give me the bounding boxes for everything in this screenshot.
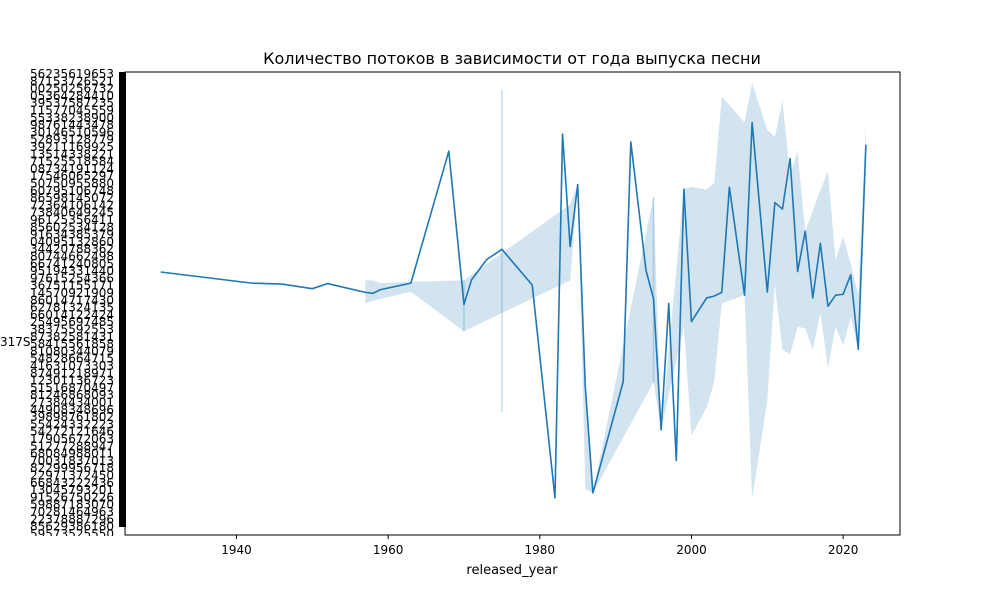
y-tick-label: 44908348696 [30,403,114,417]
y-tick-label: 70281464963 [30,505,114,519]
y-tick-label: 36751155171 [30,279,114,293]
y-tick-label: 30146510596 [30,125,114,139]
x-tick-label: 2020 [828,543,859,557]
y-tick-label: 39537587235 [30,96,114,110]
y-tick-label: 62781324135 [30,301,114,315]
y-tick-label: 41631073303 [30,359,114,373]
y-tick-label: 87382581431 [30,330,114,344]
y-tick-label: 59887183070 [30,498,114,512]
y-tick-label: 51277288947 [30,439,114,453]
y-tick-label: 59573525550 [30,527,114,541]
y-tick-label: 11577045559 [30,104,114,118]
y-tick-label: 81246868093 [30,388,114,402]
series-line [160,121,867,499]
y-tick-label: 98761443478 [30,118,114,132]
y-tick-label: 91634385379 [30,228,114,242]
y-tick-label: 14570921909 [30,286,114,300]
y-tick-label: 66014122424 [30,308,114,322]
y-tick-label: 51516870497 [30,381,114,395]
y-tick-label-blob: 5623561965387153726521002502567320536428… [0,67,114,541]
y-tick-label: 50750955880 [30,177,114,191]
y-tick-label: 05364284410 [30,89,114,103]
y-tick-label: 08734191124 [30,162,114,176]
y-tick-label: 56235619653 [30,67,114,81]
chart-title: Количество потоков в зависимости от года… [263,49,761,68]
confidence-band [365,83,866,499]
y-tick-label: 17905672063 [30,432,114,446]
y-tick-label: 91526750226 [30,490,114,504]
y-tick-label: 60795106748 [30,184,114,198]
y-tick-label: 39211169925 [30,140,114,154]
plot-area [119,71,901,536]
y-tick-label: 97615254366 [30,271,114,285]
y-tick-label: 87491218971 [30,366,114,380]
y-tick-label: 00250256732 [30,82,114,96]
x-tick-label: 1960 [373,543,404,557]
y-tick-label: 71525518584 [30,155,114,169]
y-tick-label: 22971372450 [30,469,114,483]
y-tick-label: 34420788362 [30,242,114,256]
y-tick-label: 25495697485 [30,315,114,329]
y-tick-label: 17546065297 [30,169,114,183]
x-axis-label: released_year [466,563,558,578]
y-tick-label: 70031837013 [30,454,114,468]
y-tick-label: 22378887296 [30,512,114,526]
y-tick-label: 87153726521 [30,74,114,88]
y-tick-label: 39898761802 [30,410,114,424]
y-tick-marks [119,72,126,527]
y-tick-label: 13045793201 [30,483,114,497]
x-tick-label: 1940 [221,543,252,557]
y-tick-label: 54272121646 [30,425,114,439]
y-tick-label: 55338238900 [30,111,114,125]
y-tick-label: 04095132860 [30,235,114,249]
y-tick-label: 58415561858 [30,337,114,351]
y-tick-label: 66741240805 [30,257,114,271]
y-tick-label: 38375592553 [30,323,114,337]
y-tick-label: 85602534128 [30,220,114,234]
y-tick-label: 85629386180 [30,520,114,534]
y-tick-label: 54828664715 [30,352,114,366]
y-tick-label: 72364106142 [30,198,114,212]
y-tick-label: 96125356411 [30,213,114,227]
x-tick-label: 1980 [525,543,556,557]
y-tick-label: 86014717430 [30,293,114,307]
y-tick-label: 86598145072 [30,191,114,205]
y-tick-label-group: 5623561965387153726521002502567320536428… [30,67,114,541]
y-tick-label-fragment: 317S [0,335,31,349]
y-tick-label: 66843222436 [30,476,114,490]
x-axis-ticks: 1940 1960 1980 2000 2020 [221,535,858,557]
y-tick-label: 95194331440 [30,264,114,278]
y-tick-label: 27384434001 [30,396,114,410]
y-tick-label: 12301136723 [30,374,114,388]
y-tick-label: 52893128779 [30,133,114,147]
y-tick-label: 73840649245 [30,206,114,220]
y-tick-label: 68084988011 [30,447,114,461]
y-tick-label: 55424332223 [30,417,114,431]
y-tick-label: 82299956718 [30,461,114,475]
x-tick-label: 2000 [676,543,707,557]
y-tick-label: 13514338221 [30,147,114,161]
y-tick-label: 80744662498 [30,250,114,264]
y-tick-label: 81080344079 [30,344,114,358]
